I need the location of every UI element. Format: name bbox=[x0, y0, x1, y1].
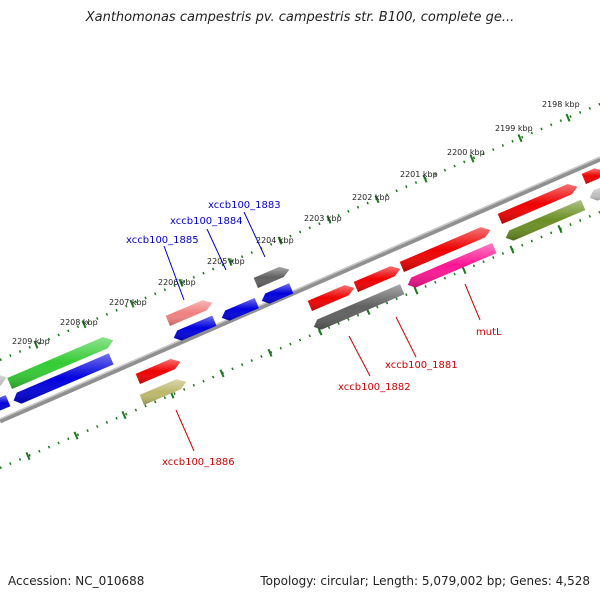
outer-tick-track bbox=[0, 102, 600, 362]
gene-gray-xccb100-1883-shading bbox=[253, 266, 290, 288]
gene-blue-xccb100-1883-shading bbox=[261, 283, 294, 304]
outer-major-tick bbox=[178, 278, 184, 287]
gene-label-xccb100-1886[interactable]: xccb100_1886 bbox=[162, 457, 235, 468]
inner-dotted-scale bbox=[0, 210, 600, 470]
kbp-label-2208: 2208 kbp bbox=[60, 318, 98, 327]
gene-silver-right-shading bbox=[589, 187, 600, 201]
gene-red-c-shading bbox=[399, 227, 491, 272]
genome-backbone-highlight bbox=[0, 156, 600, 420]
gene-pink-mutL-shading bbox=[407, 243, 497, 288]
outer-major-tick bbox=[277, 236, 283, 245]
inner-major-tick bbox=[413, 286, 419, 295]
callout-line-xccb100-1886 bbox=[175, 409, 195, 452]
kbp-label-2200: 2200 kbp bbox=[447, 148, 485, 157]
inner-tick-track bbox=[0, 210, 600, 470]
genome-backbone bbox=[0, 156, 600, 424]
inner-major-tick bbox=[509, 245, 515, 254]
gene-khaki-xccb100-1886-shading bbox=[139, 379, 187, 405]
outer-major-tick bbox=[422, 174, 428, 183]
outer-major-tick bbox=[227, 257, 233, 266]
callout-line-xccb100-1884 bbox=[206, 228, 227, 271]
outer-major-tick bbox=[565, 113, 571, 122]
inner-major-tick bbox=[73, 431, 79, 440]
gene-red-b-shading bbox=[353, 266, 401, 292]
gene-olive-right-shading bbox=[505, 199, 586, 241]
kbp-label-2207: 2207 kbp bbox=[109, 298, 147, 307]
inner-major-tick bbox=[267, 348, 273, 357]
gene-label-xccb100-1884[interactable]: xccb100_1884 bbox=[170, 216, 243, 227]
accession-text: Accession: NC_010688 bbox=[8, 574, 145, 588]
gene-blue-xccb100-1885-shading bbox=[173, 315, 217, 341]
kbp-label-2206: 2206 kbp bbox=[158, 278, 196, 287]
gene-salmon-xccb100-1885-shading bbox=[165, 300, 213, 326]
inner-major-tick bbox=[25, 451, 31, 461]
gene-blue-edge-shading bbox=[0, 395, 11, 411]
kbp-label-2205: 2205 kbp bbox=[207, 257, 245, 266]
inner-major-tick bbox=[461, 265, 467, 275]
inner-major-tick bbox=[557, 224, 563, 234]
outer-major-tick bbox=[326, 215, 332, 224]
outer-major-tick bbox=[469, 154, 475, 163]
callout-line-xccb100-1885 bbox=[163, 245, 185, 301]
gene-label-xccb100-1882[interactable]: xccb100_1882 bbox=[338, 382, 411, 393]
kbp-label-2209: 2209 kbp bbox=[12, 337, 50, 346]
outer-major-tick bbox=[374, 195, 380, 204]
kbp-label-2202: 2202 kbp bbox=[352, 193, 390, 202]
kbp-label-2198: 2198 kbp bbox=[542, 100, 580, 109]
kbp-labels: 2198 kbp 2199 kbp 2200 kbp 2201 kbp 2202… bbox=[12, 100, 580, 346]
gene-blue-left-shading bbox=[13, 353, 114, 404]
gene-features bbox=[0, 168, 600, 411]
kbp-label-2203: 2203 kbp bbox=[304, 214, 342, 223]
inner-major-tick bbox=[219, 369, 225, 378]
gene-green-left-shading bbox=[7, 337, 114, 389]
gene-label-mutL[interactable]: mutL bbox=[476, 327, 502, 338]
callout-line-xccb100-1883 bbox=[243, 211, 266, 258]
genome-summary-text: Topology: circular; Length: 5,079,002 bp… bbox=[260, 574, 590, 588]
outer-major-tick bbox=[517, 134, 523, 143]
gene-silver-edge-shading bbox=[0, 375, 7, 386]
map-title: Xanthomonas campestris pv. campestris st… bbox=[85, 10, 515, 25]
outer-major-tick bbox=[81, 320, 87, 329]
gene-label-xccb100-1885[interactable]: xccb100_1885 bbox=[126, 235, 199, 246]
inner-major-tick bbox=[121, 411, 127, 420]
gene-labels: xccb100_1883 xccb100_1884 xccb100_1885 x… bbox=[126, 200, 502, 468]
outer-major-tick bbox=[129, 299, 135, 308]
inner-major-tick bbox=[317, 327, 323, 336]
gene-blue-xccb100-1884-shading bbox=[221, 298, 259, 321]
callout-line-mutL bbox=[464, 283, 481, 321]
outer-major-tick bbox=[33, 340, 39, 349]
gene-label-xccb100-1883[interactable]: xccb100_1883 bbox=[208, 200, 281, 211]
outer-dotted-scale bbox=[0, 102, 600, 362]
callout-line-xccb100-1882 bbox=[348, 335, 371, 377]
gene-red-e-shading bbox=[581, 168, 600, 184]
gene-gray-xccb100-1882-shading bbox=[313, 284, 405, 330]
kbp-label-2201: 2201 kbp bbox=[400, 170, 438, 179]
gene-label-xccb100-1881[interactable]: xccb100_1881 bbox=[385, 360, 458, 371]
kbp-label-2199: 2199 kbp bbox=[495, 124, 533, 133]
gene-red-d-shading bbox=[497, 184, 578, 224]
gene-red-xccb100-1886-shading bbox=[135, 359, 181, 384]
gene-callouts bbox=[163, 211, 481, 452]
kbp-label-2204: 2204 kbp bbox=[256, 236, 294, 245]
gene-red-a-shading bbox=[307, 285, 355, 311]
callout-line-xccb100-1881 bbox=[395, 316, 417, 358]
